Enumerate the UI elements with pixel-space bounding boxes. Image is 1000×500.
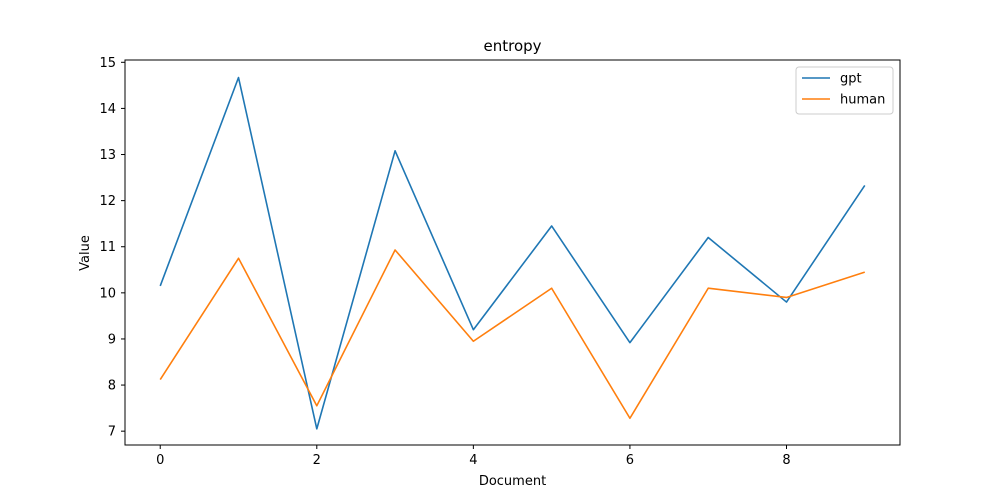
y-tick-label: 13 [99, 148, 116, 163]
x-tick-label: 8 [782, 453, 790, 468]
y-axis-title: Value [78, 235, 93, 271]
x-tick-label: 6 [626, 453, 634, 468]
x-axis: 0 2 4 6 8 [156, 445, 791, 468]
y-tick-label: 7 [108, 425, 116, 440]
series-line-human [159, 249, 866, 420]
y-tick-label: 8 [108, 379, 116, 394]
y-tick-label: 12 [99, 194, 116, 209]
y-tick-label: 14 [99, 102, 116, 117]
x-axis-title: Document [479, 474, 546, 489]
plot-lines [159, 76, 866, 430]
legend-label-gpt: gpt [840, 72, 862, 87]
y-tick-label: 11 [99, 240, 116, 255]
x-tick-label: 2 [313, 453, 321, 468]
x-tick-label: 4 [469, 453, 477, 468]
legend-label-human: human [840, 93, 885, 108]
legend: gpt human [795, 66, 894, 115]
series-line-gpt [159, 76, 866, 430]
plot-frame [124, 59, 901, 446]
chart-title: entropy [483, 37, 541, 55]
y-tick-label: 15 [99, 56, 116, 71]
y-axis: 7 8 9 10 11 12 13 14 15 [99, 56, 125, 440]
y-tick-label: 10 [99, 286, 116, 301]
x-tick-label: 0 [156, 453, 164, 468]
y-tick-label: 9 [108, 332, 116, 347]
